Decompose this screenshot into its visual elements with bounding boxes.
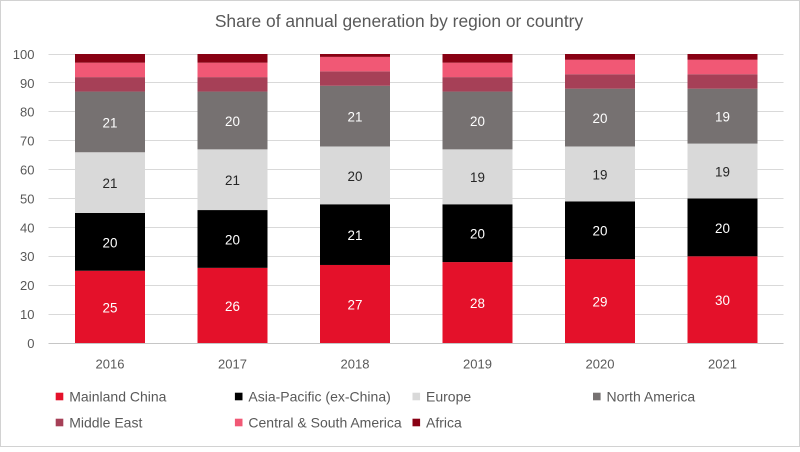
svg-text:Mainland China: Mainland China: [69, 388, 166, 404]
svg-text:Europe: Europe: [426, 388, 471, 404]
svg-text:Asia-Pacific (ex-China): Asia-Pacific (ex-China): [248, 388, 390, 404]
svg-text:50: 50: [20, 191, 34, 206]
svg-text:20: 20: [225, 114, 240, 129]
svg-text:10: 10: [20, 307, 34, 322]
svg-text:0: 0: [27, 336, 34, 351]
svg-text:60: 60: [20, 163, 34, 178]
svg-text:21: 21: [348, 110, 363, 125]
svg-text:20: 20: [225, 232, 240, 247]
svg-text:21: 21: [348, 228, 363, 243]
svg-text:70: 70: [20, 134, 34, 149]
svg-text:30: 30: [715, 293, 730, 308]
svg-text:20: 20: [103, 235, 118, 250]
svg-text:2020: 2020: [586, 356, 615, 371]
svg-text:21: 21: [225, 173, 240, 188]
svg-text:Share of annual generation by: Share of annual generation by region or …: [215, 11, 584, 31]
svg-text:20: 20: [470, 227, 485, 242]
svg-text:2021: 2021: [708, 356, 737, 371]
svg-text:20: 20: [715, 221, 730, 236]
svg-text:40: 40: [20, 220, 34, 235]
svg-text:80: 80: [20, 105, 34, 120]
svg-text:90: 90: [20, 76, 34, 91]
svg-text:North America: North America: [607, 388, 696, 404]
svg-text:20: 20: [470, 114, 485, 129]
svg-text:2016: 2016: [96, 356, 125, 371]
svg-text:2019: 2019: [463, 356, 492, 371]
svg-text:21: 21: [103, 115, 118, 130]
svg-text:2018: 2018: [341, 356, 370, 371]
svg-text:2017: 2017: [218, 356, 247, 371]
svg-text:20: 20: [593, 224, 608, 239]
svg-text:19: 19: [593, 167, 608, 182]
svg-text:20: 20: [348, 169, 363, 184]
svg-text:29: 29: [593, 295, 608, 310]
svg-text:Central & South America: Central & South America: [248, 414, 402, 430]
svg-text:20: 20: [20, 278, 34, 293]
svg-text:25: 25: [103, 300, 118, 315]
svg-text:21: 21: [103, 176, 118, 191]
svg-text:19: 19: [715, 110, 730, 125]
svg-text:28: 28: [470, 296, 485, 311]
svg-text:20: 20: [593, 111, 608, 126]
svg-text:19: 19: [715, 164, 730, 179]
svg-text:30: 30: [20, 249, 34, 264]
svg-text:26: 26: [225, 299, 240, 314]
svg-text:100: 100: [13, 47, 35, 62]
svg-text:19: 19: [470, 170, 485, 185]
svg-text:Africa: Africa: [426, 414, 462, 430]
svg-text:27: 27: [348, 297, 363, 312]
svg-text:Middle East: Middle East: [69, 414, 142, 430]
